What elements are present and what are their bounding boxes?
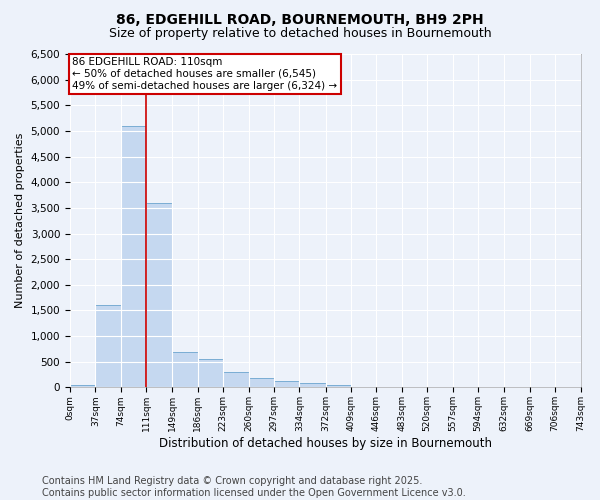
- Bar: [70, 385, 95, 388]
- Text: Size of property relative to detached houses in Bournemouth: Size of property relative to detached ho…: [109, 28, 491, 40]
- Text: Contains HM Land Registry data © Crown copyright and database right 2025.
Contai: Contains HM Land Registry data © Crown c…: [42, 476, 466, 498]
- Bar: [198, 358, 223, 388]
- Bar: [248, 378, 274, 388]
- Text: 86 EDGEHILL ROAD: 110sqm
← 50% of detached houses are smaller (6,545)
49% of sem: 86 EDGEHILL ROAD: 110sqm ← 50% of detach…: [73, 58, 338, 90]
- Bar: [223, 372, 248, 388]
- Bar: [326, 385, 351, 388]
- Bar: [95, 306, 121, 388]
- Bar: [274, 381, 299, 388]
- Bar: [172, 352, 198, 388]
- Y-axis label: Number of detached properties: Number of detached properties: [15, 133, 25, 308]
- Bar: [146, 203, 172, 388]
- Bar: [121, 126, 146, 388]
- Bar: [299, 384, 326, 388]
- Text: 86, EDGEHILL ROAD, BOURNEMOUTH, BH9 2PH: 86, EDGEHILL ROAD, BOURNEMOUTH, BH9 2PH: [116, 12, 484, 26]
- X-axis label: Distribution of detached houses by size in Bournemouth: Distribution of detached houses by size …: [159, 437, 492, 450]
